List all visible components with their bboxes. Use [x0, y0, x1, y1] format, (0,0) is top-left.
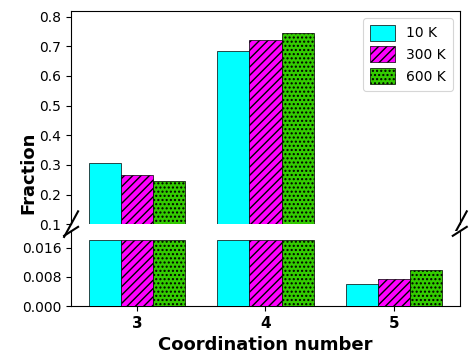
Bar	[378, 279, 410, 306]
Bar	[282, 33, 314, 254]
Bar	[89, 163, 121, 254]
Bar	[346, 284, 378, 306]
Legend: 10 K, 300 K, 600 K: 10 K, 300 K, 600 K	[363, 18, 453, 91]
Text: Fraction: Fraction	[19, 132, 37, 214]
Bar	[249, 240, 282, 306]
Bar	[249, 40, 282, 254]
Bar	[410, 270, 442, 306]
Bar	[217, 240, 249, 306]
Bar	[217, 51, 249, 254]
Bar	[121, 175, 153, 254]
X-axis label: Coordination number: Coordination number	[158, 336, 373, 354]
Bar	[89, 240, 121, 306]
Bar	[153, 181, 185, 254]
Bar	[153, 240, 185, 306]
Bar	[282, 240, 314, 306]
Bar	[121, 240, 153, 306]
